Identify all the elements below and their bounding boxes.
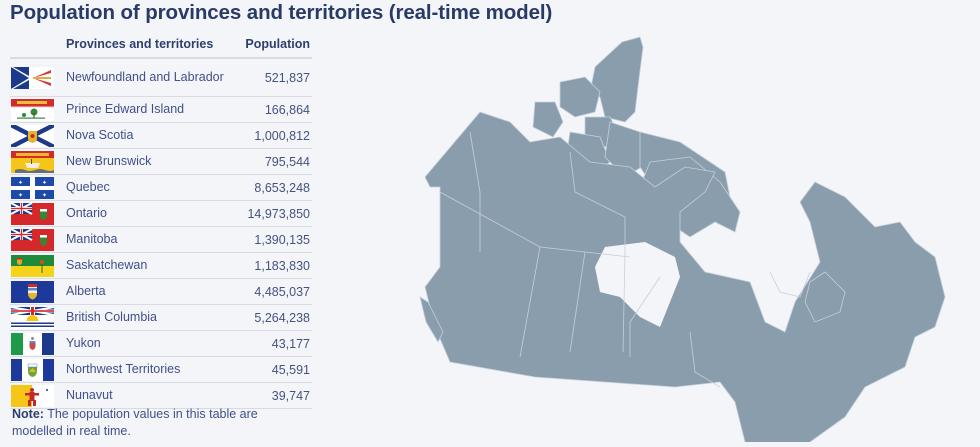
table-header-row: Provinces and territories Population [10,34,312,59]
map-region-vancouver-island [419,296,444,343]
newfoundland-labrador-flag-icon [11,66,54,89]
population-table: Provinces and territories Population [10,34,312,409]
table-row: Saskatchewan 1,183,830 [10,252,312,279]
population-value: 521,837 [240,58,312,97]
province-name: Alberta [66,278,241,305]
population-table-container: Provinces and territories Population [10,34,312,409]
saskatchewan-flag-icon [11,254,54,277]
province-name: Manitoba [66,226,241,253]
province-name: New Brunswick [66,148,241,175]
alberta-flag-icon [11,280,54,303]
table-row: Yukon 43,177 [10,330,312,357]
table-row: British Columbia 5,264,238 [10,304,312,331]
map-region-mainland [424,111,946,442]
table-row: Nova Scotia 1,000,812 [10,122,312,149]
british-columbia-flag-icon [11,306,54,329]
population-value: 4,485,037 [240,278,312,305]
population-value: 5,264,238 [240,304,312,331]
population-value: 14,973,850 [240,200,312,227]
population-value: 1,390,135 [240,226,312,253]
quebec-flag-icon: ✦ ✦ ✦ ✦ [11,176,54,199]
note-body: The population values in this table are … [12,407,258,438]
table-row: ✦ ✦ ✦ ✦ Quebec 8,653,248 [10,174,312,201]
svg-text:✦: ✦ [42,192,47,199]
population-value: 1,000,812 [240,122,312,149]
population-value: 39,747 [240,382,312,409]
prince-edward-island-flag-icon [11,98,54,121]
name-column-header: Provinces and territories [66,34,241,59]
table-row: New Brunswick 795,544 [10,148,312,175]
page-title: Population of provinces and territories … [10,1,553,24]
note-text: Note: The population values in this tabl… [12,406,302,440]
population-column-header: Population [240,34,312,59]
new-brunswick-flag-icon [11,150,54,173]
table-row: Prince Edward Island 166,864 [10,96,312,123]
province-name: Ontario [66,200,241,227]
population-value: 8,653,248 [240,174,312,201]
province-name: Quebec [66,174,241,201]
table-row: Alberta 4,485,037 [10,278,312,305]
flag-column-header [10,34,66,59]
table-row: Newfoundland and Labrador 521,837 [10,58,312,97]
population-value: 43,177 [240,330,312,357]
northwest-territories-flag-icon [11,358,54,381]
province-name: Northwest Territories [66,356,241,383]
table-row: Nunavut 39,747 [10,382,312,409]
map-region-hudson-bay [595,242,680,327]
population-value: 1,183,830 [240,252,312,279]
manitoba-flag-icon [11,228,54,251]
province-name: Yukon [66,330,241,357]
map-region-arctic-islands [589,36,644,123]
canada-map-graphic [419,36,946,442]
table-row: Ontario 14,973,850 [10,200,312,227]
province-name: Newfoundland and Labrador [66,58,241,97]
table-row: Northwest Territories 45,591 [10,356,312,383]
province-name: British Columbia [66,304,241,331]
nova-scotia-flag-icon [11,124,54,147]
svg-text:✦: ✦ [18,192,23,199]
population-value: 166,864 [240,96,312,123]
nunavut-flag-icon [11,384,54,407]
population-value: 45,591 [240,356,312,383]
province-name: Prince Edward Island [66,96,241,123]
ontario-flag-icon [11,202,54,225]
province-name: Nova Scotia [66,122,241,149]
note-label: Note: [12,407,44,421]
canada-map [410,22,980,442]
yukon-flag-icon [11,332,54,355]
table-row: Manitoba 1,390,135 [10,226,312,253]
province-name: Saskatchewan [66,252,241,279]
svg-text:✦: ✦ [18,179,23,186]
svg-text:✦: ✦ [42,179,47,186]
population-value: 795,544 [240,148,312,175]
province-name: Nunavut [66,382,241,409]
map-region-newfoundland [804,271,846,323]
